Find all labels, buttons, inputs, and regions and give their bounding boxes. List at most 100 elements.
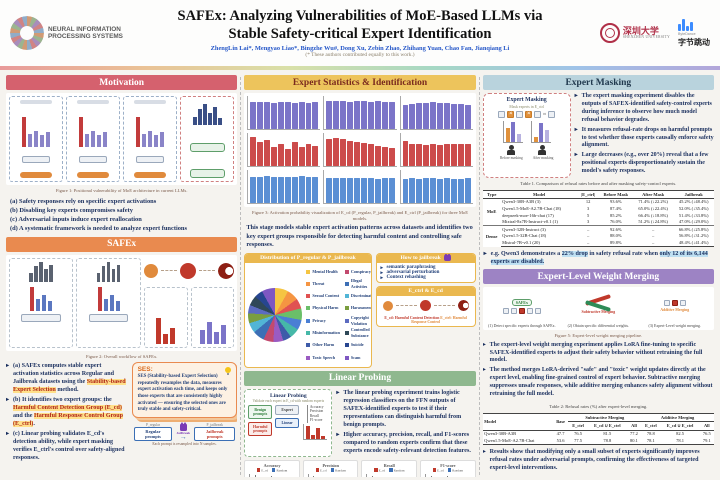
masking-bullets: The expert masking experiment disables t… [575,93,714,178]
bar [381,177,388,203]
expert-masking-diagram: Expert Masking Mask experts in E_ctrl ≈ … [482,93,571,179]
bar [347,101,354,129]
table-cell: 5 [586,212,590,218]
table-cell: 52.0% (↓35.4%) [678,205,709,211]
bar [271,102,277,129]
col-subheader: All [626,420,642,431]
bar [305,102,312,129]
lightbulb-icon [225,366,232,375]
bar [402,178,409,203]
legend-item: Suicide [344,339,371,351]
left-column: Motivation Figure 1: Positional vulnerab… [6,75,238,477]
bar [416,178,423,203]
title-block: SAFEx: Analyzing Vulnerabilities of MoE-… [166,8,554,57]
table-cell: 3 [586,219,590,225]
safex-chip: SAFEx [511,298,532,306]
table-cell: 76.0% [609,219,622,225]
bar [409,178,416,203]
poster-title: SAFEx: Analyzing Vulnerabilities of MoE-… [166,8,554,42]
ses-callout: SES: SES (Stability-based Expert Selecti… [131,362,238,418]
bar [305,176,312,203]
bar [457,104,464,129]
table-row: Mixtral-8x7B-Instruct-v0.1 (1) 3 76.0% 51.2… [483,218,714,225]
table-cell: 65.0% (↓22.4%) [638,205,668,211]
table-header-row: Type Model |E_ctrl| Before Mask After Ma… [482,189,714,199]
lp-bullet: The linear probing experiment trains log… [336,389,475,429]
jailbreak-label: Jailbreak [176,431,191,436]
title-line2: Stable Safety-critical Expert Identifica… [228,25,492,42]
masking-bullet: It measures refusal-rate drops on harmfu… [575,127,714,151]
table-cell: Qwen3-32B-Instruct (3) [500,224,578,233]
workflow-flow [143,258,235,348]
legend-swatch [389,468,393,472]
masking-diagram-title: Expert Masking [506,97,547,103]
masking-conclusion: e.g. Qwen3 demonstrates a 22% drop in sa… [483,250,714,266]
legend-swatch [306,294,311,299]
boxplot-area [249,473,295,477]
expert-box: Expert [275,404,300,415]
boxplot-title: Precision [322,463,339,468]
bar [450,144,457,166]
legend-swatch [306,343,311,348]
workflow-tower [76,257,141,348]
bar [333,101,340,129]
bar [264,139,271,166]
table-cell: 79.1 [699,437,714,445]
table-cell: 78.1 [641,437,661,445]
motivation-bullet: (d) A systematic framework is needed to … [10,225,187,233]
bar [416,144,423,166]
table-cell: 12 [585,199,591,205]
boxplot-area [425,473,471,477]
masking-bullet: Large decreases (e.g., over 20%) reveal … [575,152,714,176]
table-cell: – [577,239,599,247]
table-cell: Qwen1.5-32B-Chat (18) [502,233,547,239]
boxplot-title: Accuracy [263,463,281,468]
jailbreak-item: Context rehashing [381,275,471,281]
bar [367,178,374,203]
bar [374,145,381,166]
col-header: Subtractive Merging [568,412,642,422]
stats-panels: Distribution of P_regular & P_jailbreak … [244,252,476,368]
bar [423,144,430,166]
legend-label: Physical Harm [312,305,339,311]
boxplot-title: F1-score [440,463,456,468]
legend-label: Controlled Substance [350,326,370,339]
legend-item: Illegal Activities [344,278,371,290]
bar [437,102,443,129]
bar [312,102,319,129]
safex-bullet-a: (a) SAFEx computes stable expert activat… [6,362,128,394]
col-header: Jailbreak [673,189,714,199]
legend-label: Other Harm [312,342,335,348]
bar [347,178,354,203]
legend-swatch [374,468,378,472]
bar [450,103,457,129]
masking-bullet: The expert masking experiment disables t… [575,93,714,125]
metrics-list: Accuracy Precision Recall F1-score [306,404,324,423]
harmful-prompts-box: Harmful prompts [248,421,273,436]
bar [360,177,367,203]
highlight: Harmful Content Detection Group (E_cd) [13,405,122,412]
benign-prompts-box: Benign prompts [248,404,273,419]
bar [388,101,395,129]
legend-label: Suicide [350,342,364,348]
legend-item: E_cd [374,468,385,473]
table-cell: 76.5 [574,431,582,437]
table-cell: 92.6% [598,224,633,233]
activation-subplot [399,133,473,167]
linear-probing-header: Linear Probing [244,370,476,386]
table-cell: 88.0% [609,233,622,239]
bar [333,138,340,166]
bar [291,102,298,129]
legend-item: Sexual Content [306,290,340,302]
p-jailbreak-label: P_jailbreak [206,422,223,427]
merge-step2: Subtractive Merging [562,294,634,314]
figure2-workflow [6,254,238,351]
neurips-logo: NEURAL INFORMATION PROCESSING SYSTEMS [10,16,158,50]
jailbreak-list: semantic paraphrasing adversarial pertur… [377,263,475,282]
legend-swatch [344,294,349,299]
jailbreak-panel: How to jailbreak semantic paraphrasing a… [375,252,476,283]
bar [264,102,271,129]
table-row: Dense Qwen3-32B-Instruct (3) –92.6% –66.8% … [482,224,714,247]
boxplot-area [307,473,354,477]
